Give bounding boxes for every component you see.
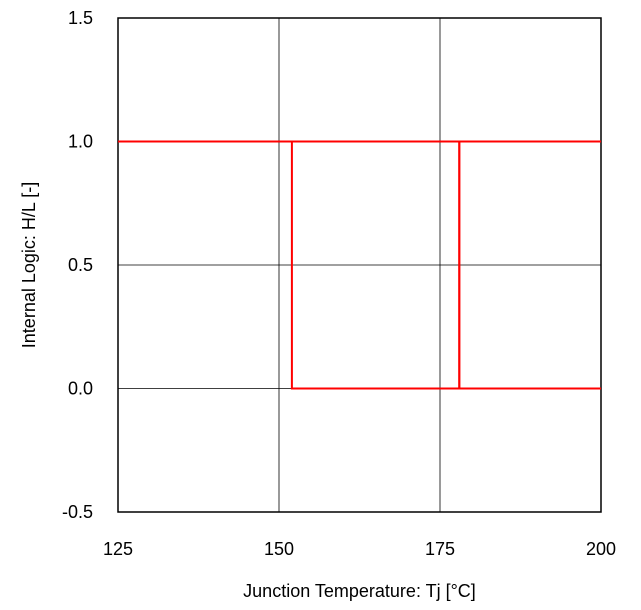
plot-area-frame bbox=[117, 17, 602, 513]
x-tick-label: 200 bbox=[586, 539, 616, 559]
series-group bbox=[118, 140, 601, 390]
x-tick-label: 150 bbox=[264, 539, 294, 559]
y-tick-label: 1.5 bbox=[68, 8, 93, 28]
x-axis-title: Junction Temperature: Tj [°C] bbox=[243, 581, 476, 601]
y-axis-tick-labels: -0.5 0.0 0.5 1.0 1.5 bbox=[62, 8, 93, 522]
y-tick-label: 0.0 bbox=[68, 379, 93, 399]
grid bbox=[118, 18, 601, 512]
x-tick-label: 175 bbox=[425, 539, 455, 559]
x-axis-tick-labels: 125 150 175 200 bbox=[103, 539, 616, 559]
y-axis-title: Internal Logic: H/L [-] bbox=[19, 182, 39, 348]
x-tick-label: 125 bbox=[103, 539, 133, 559]
y-tick-label: -0.5 bbox=[62, 502, 93, 522]
y-tick-label: 0.5 bbox=[68, 255, 93, 275]
y-tick-label: 1.0 bbox=[68, 132, 93, 152]
series-line-2 bbox=[118, 140, 601, 390]
